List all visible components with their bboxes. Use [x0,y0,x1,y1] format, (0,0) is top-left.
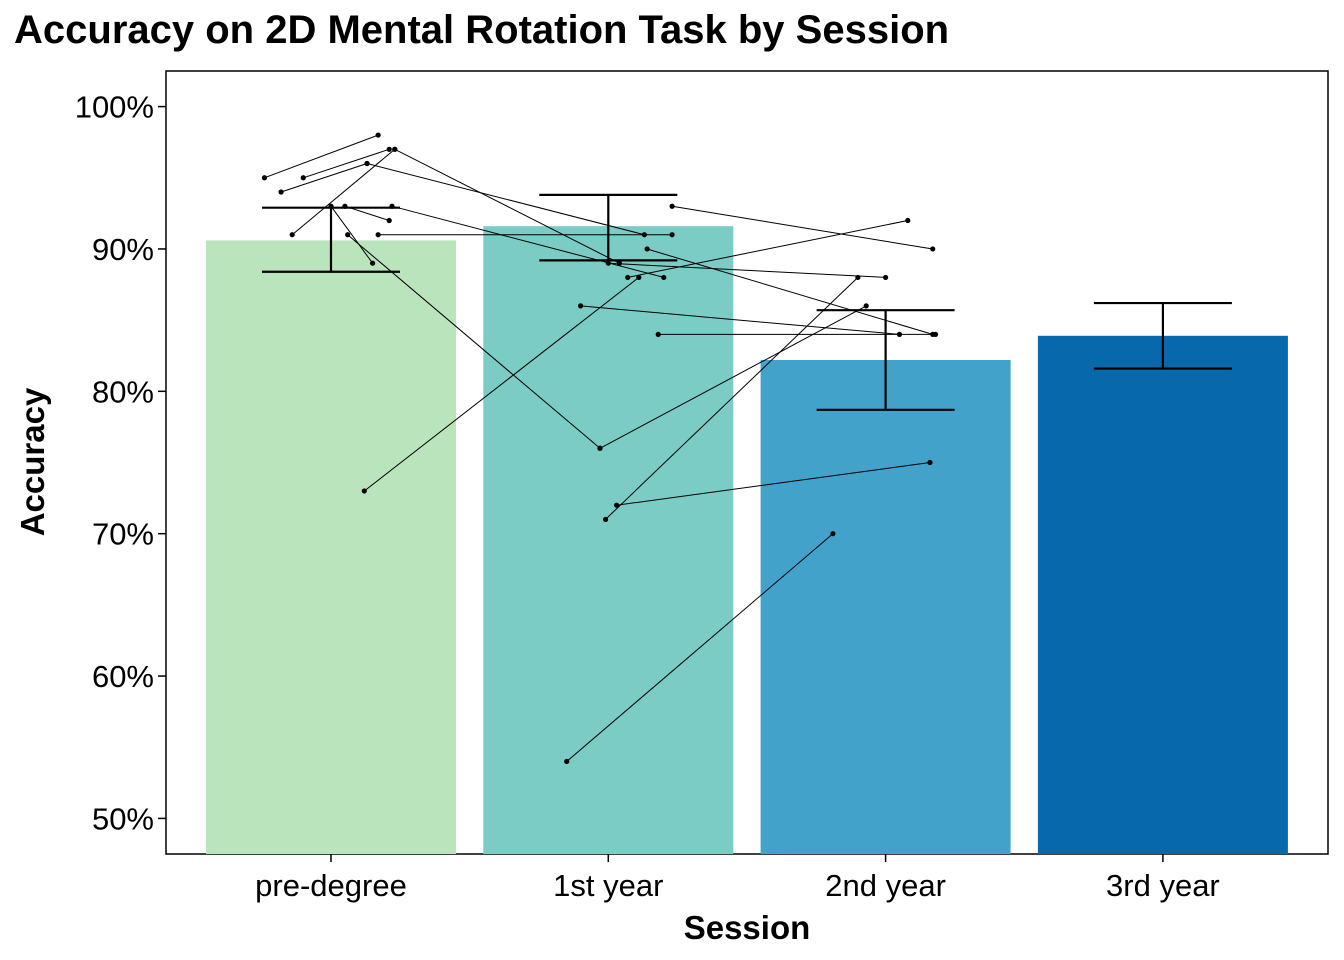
participant-point [830,531,836,537]
bar-1 [206,240,456,854]
participant-point [386,146,392,152]
chart-title: Accuracy on 2D Mental Rotation Task by S… [14,8,950,52]
participant-point [669,203,675,209]
participant-point [577,303,584,309]
y-tick-label: 50% [92,801,154,836]
participant-point [289,232,295,238]
participant-line [366,163,645,236]
x-tick-label: 2nd year [825,868,946,903]
y-tick-label: 90% [92,232,154,267]
participant-point [386,217,392,224]
participant-point [669,232,675,238]
participant-point [855,274,861,281]
bar-3 [760,359,1011,854]
participant-line [303,148,390,179]
participant-line [394,148,620,264]
participant-line [391,205,664,278]
participant-point [345,232,351,238]
bar-2 [483,226,734,854]
participant-line [580,305,900,335]
x-tick-label: 1st year [553,868,663,903]
participant-point [614,502,620,508]
participant-point [375,132,381,138]
participant-point [605,260,611,266]
x-axis-title: Session [684,909,811,946]
participant-point [883,274,889,281]
y-tick-label: 80% [92,374,154,409]
participant-line [330,205,374,264]
participant-line [608,262,886,278]
participant-point [905,217,911,224]
participant-line [264,134,379,179]
error-bars-layer [262,193,1232,411]
participant-line [566,533,834,762]
y-tick-label: 60% [92,659,154,694]
y-tick-label: 70% [92,517,154,552]
participant-line [627,220,908,278]
participant-point [261,175,268,181]
participant-point [364,160,370,167]
participant-line [599,305,867,449]
participant-point [392,146,398,152]
participant-line [616,462,931,506]
participant-point [930,246,936,252]
participant-point [625,274,631,281]
participant-point [597,445,603,451]
participant-point [896,331,903,337]
y-axis: 50% 60% 70% 80% 90% 100% [75,90,166,836]
x-tick-label: pre-degree [255,868,407,903]
participant-point [564,758,570,765]
participant-lines-layer [261,132,939,765]
participant-point [932,331,939,337]
y-axis-title: Accuracy [14,387,51,536]
participant-line [280,163,368,193]
participant-line [672,205,933,250]
participant-point [927,459,933,466]
participant-point [375,232,381,238]
participant-point [369,260,376,266]
participant-point [361,488,367,494]
participant-point [636,274,642,281]
participant-point [602,516,609,523]
participant-line [291,148,396,236]
bar-4 [1037,335,1288,854]
participant-point [616,260,622,266]
participant-line [347,234,601,449]
participant-line [363,277,640,492]
participant-point [863,303,869,309]
x-axis: pre-degree 1st year 2nd year 3rd year [255,854,1220,903]
bars-layer [206,226,1288,854]
participant-line [605,277,859,520]
participant-point [300,175,306,181]
participant-point [644,246,650,252]
participant-point [661,274,667,281]
participant-point [278,189,284,195]
y-tick-label: 100% [75,90,154,125]
participant-point [655,331,661,337]
x-tick-label: 3rd year [1106,868,1220,903]
